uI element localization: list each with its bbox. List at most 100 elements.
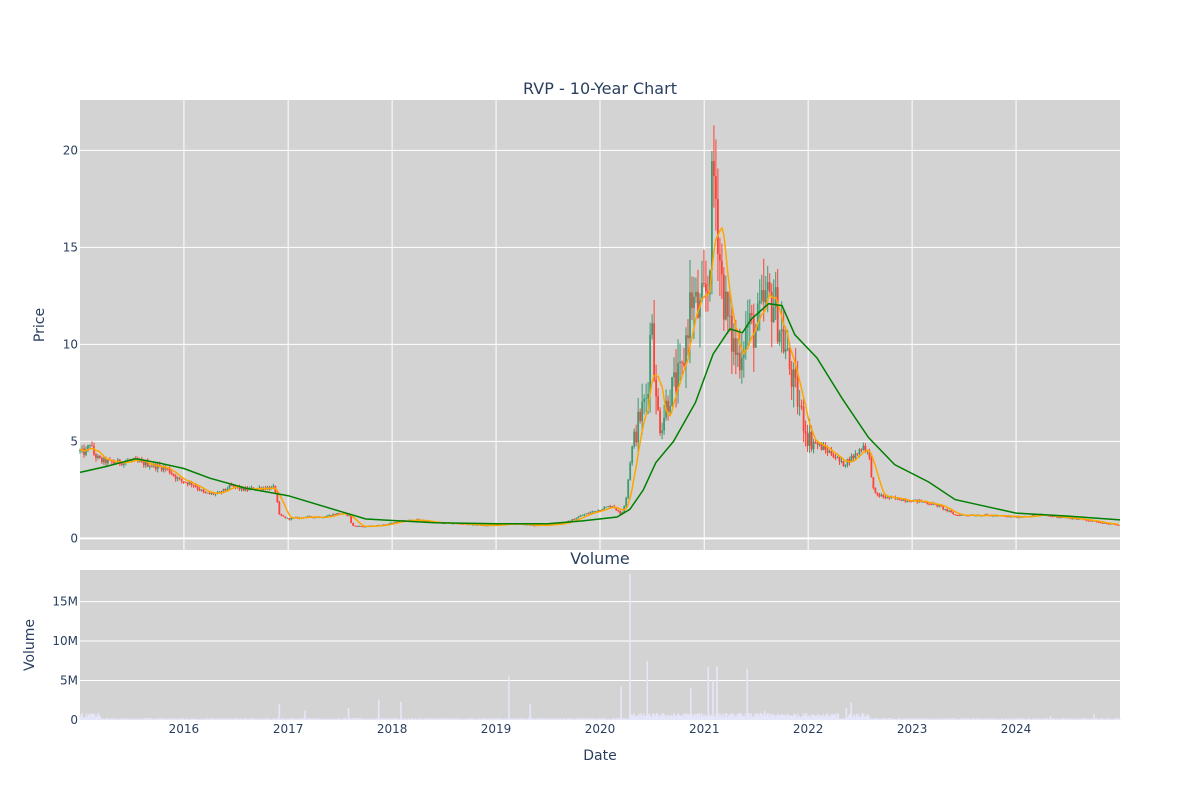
volume-bar <box>333 718 335 720</box>
volume-bar <box>474 719 476 720</box>
volume-bar <box>993 719 995 720</box>
volume-bar <box>773 718 775 720</box>
candle-body <box>593 511 596 512</box>
volume-bar <box>1114 717 1116 720</box>
volume-bar <box>563 717 565 720</box>
volume-bar <box>597 719 599 720</box>
volume-bar <box>1089 718 1091 720</box>
volume-bar <box>954 718 956 720</box>
volume-bar <box>501 718 503 720</box>
volume-bar <box>1022 718 1024 720</box>
volume-bar <box>137 718 139 720</box>
volume-bar <box>240 718 242 720</box>
volume-bar <box>1062 718 1064 720</box>
volume-bar <box>892 718 894 720</box>
candle-body <box>844 464 847 467</box>
volume-bar <box>147 718 149 720</box>
volume-bar <box>797 717 799 720</box>
volume-bar <box>395 718 397 720</box>
volume-bar <box>883 718 885 720</box>
volume-bar <box>1053 719 1055 720</box>
volume-bar <box>215 719 217 720</box>
volume-bar <box>181 718 183 720</box>
volume-bar <box>487 719 489 720</box>
volume-bar <box>578 718 580 720</box>
volume-bar <box>664 714 666 720</box>
volume-bar <box>477 719 479 720</box>
volume-bar <box>373 718 375 720</box>
volume-bar <box>862 715 864 720</box>
candle-body <box>848 459 851 463</box>
volume-bar <box>921 719 923 720</box>
volume-bar <box>790 716 792 720</box>
volume-bar <box>978 719 980 720</box>
volume-bar <box>982 719 984 720</box>
volume-bar <box>1097 718 1099 720</box>
volume-bar <box>190 718 192 720</box>
volume-bar <box>177 718 179 720</box>
volume-bar <box>641 716 643 720</box>
volume-bar <box>291 718 293 720</box>
volume-bar <box>522 719 524 720</box>
candle-body <box>350 514 353 523</box>
volume-bar <box>895 719 897 720</box>
volume-bar <box>1075 718 1077 720</box>
volume-bar <box>146 718 148 720</box>
volume-bar <box>234 718 236 720</box>
volume-bar <box>318 718 320 720</box>
volume-bar <box>491 718 493 720</box>
candle-body <box>842 460 845 467</box>
volume-bar <box>676 718 678 720</box>
volume-bar <box>279 719 281 720</box>
volume-bar <box>741 713 743 720</box>
volume-bar <box>714 716 716 720</box>
volume-bar <box>974 718 976 720</box>
volume-bar <box>1078 719 1080 720</box>
volume-bar <box>1091 718 1093 720</box>
candle-body <box>198 488 201 491</box>
volume-bar <box>118 719 120 720</box>
candle-body <box>206 492 209 494</box>
volume-bar <box>719 716 721 720</box>
volume-bar <box>1055 718 1057 720</box>
volume-bar <box>631 714 633 720</box>
volume-bar <box>579 718 581 720</box>
volume-bar <box>675 716 677 720</box>
volume-bar <box>1005 718 1007 720</box>
volume-bar <box>566 718 568 720</box>
volume-bar <box>1009 718 1011 720</box>
volume-bar <box>878 718 880 720</box>
volume-bar <box>541 718 543 720</box>
volume-bar <box>965 718 967 720</box>
candle-body <box>705 283 707 292</box>
volume-bar <box>228 719 230 720</box>
volume-bar <box>221 718 223 720</box>
volume-bar <box>348 718 350 720</box>
candle-body <box>1099 522 1102 524</box>
candle-body <box>796 377 799 407</box>
volume-bar <box>1030 719 1032 720</box>
volume-bar <box>923 718 925 720</box>
volume-bar <box>752 717 754 720</box>
volume-bar <box>1096 719 1098 720</box>
volume-bar <box>599 719 601 720</box>
volume-bar <box>417 719 419 720</box>
volume-bar <box>749 713 751 720</box>
volume-bar <box>376 718 378 720</box>
candle-body <box>657 396 659 411</box>
volume-bar <box>796 717 798 720</box>
volume-bar <box>346 718 348 720</box>
volume-bar <box>920 718 922 720</box>
volume-bar <box>473 719 475 720</box>
volume-bar <box>1102 718 1104 720</box>
candle-body <box>697 291 699 318</box>
volume-bar <box>795 714 797 720</box>
volume-bar <box>715 713 717 720</box>
candle-body <box>258 487 261 489</box>
volume-bar <box>184 718 186 720</box>
volume-bar <box>391 718 393 720</box>
volume-bar <box>151 718 153 720</box>
volume-bar <box>207 719 209 720</box>
volume-bar <box>737 713 739 720</box>
candle-body <box>707 291 709 295</box>
